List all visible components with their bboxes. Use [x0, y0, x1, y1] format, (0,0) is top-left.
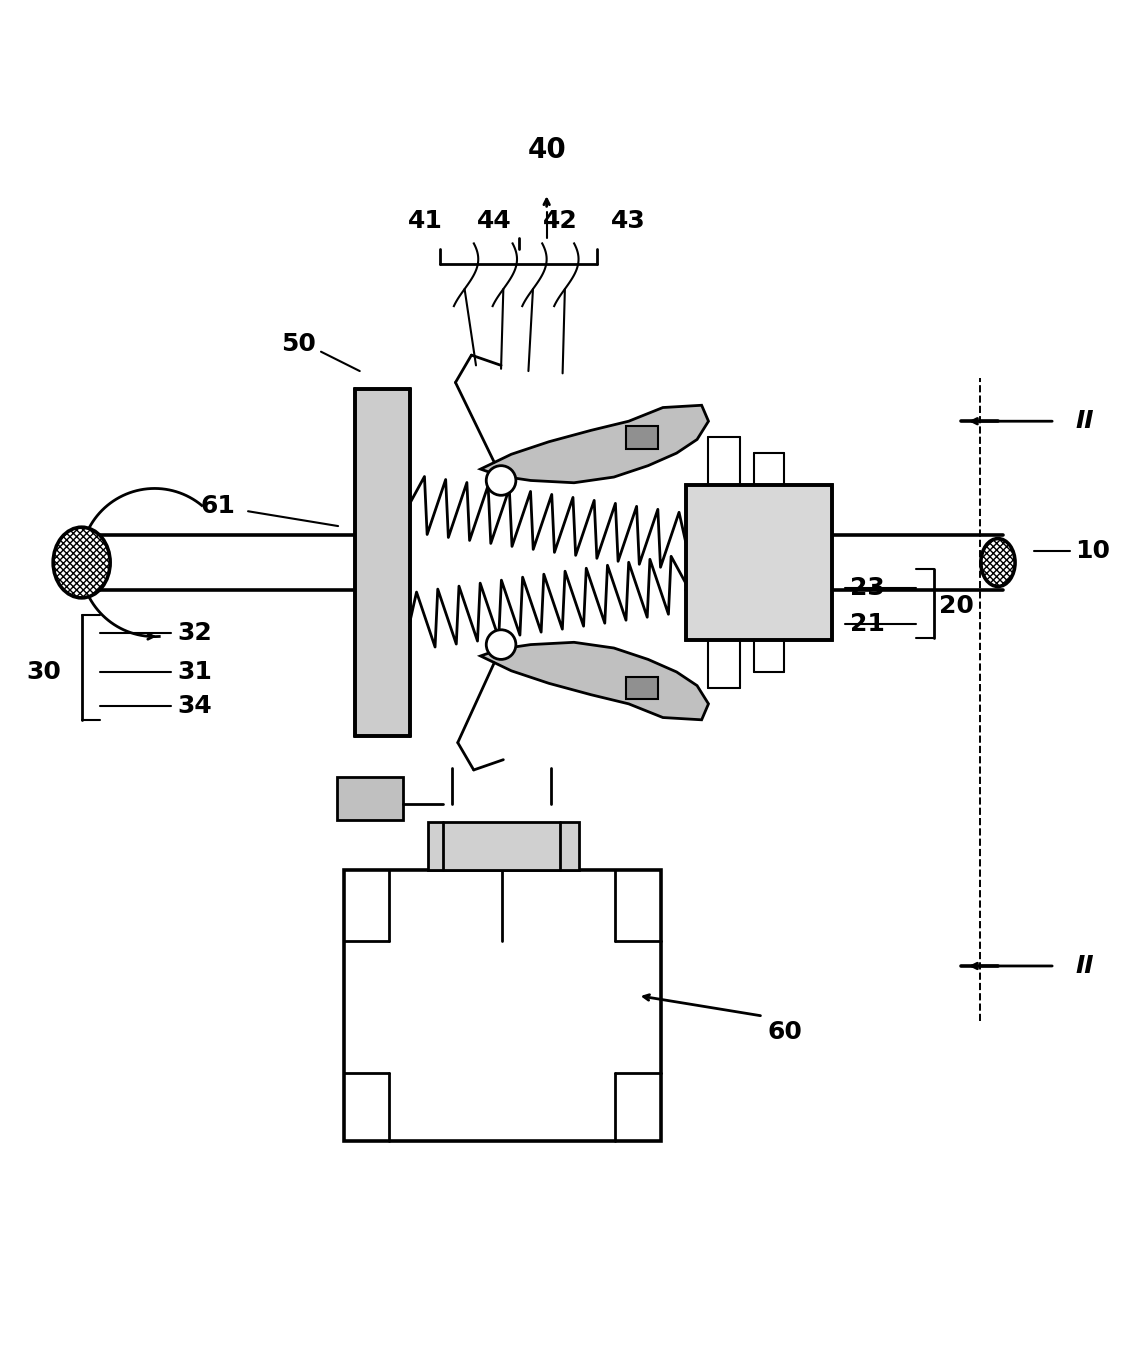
- Text: 41: 41: [409, 208, 443, 233]
- Bar: [627, 676, 658, 700]
- Text: 40: 40: [527, 135, 566, 164]
- Text: 32: 32: [178, 621, 212, 645]
- Text: 20: 20: [939, 594, 974, 618]
- Bar: [428, 823, 579, 870]
- Text: 43: 43: [612, 208, 646, 233]
- Ellipse shape: [53, 528, 110, 598]
- Circle shape: [487, 629, 515, 659]
- Text: 50: 50: [281, 331, 316, 356]
- Bar: [355, 390, 410, 736]
- Text: II: II: [1076, 954, 1094, 978]
- Text: 23: 23: [850, 575, 885, 599]
- Text: II: II: [1076, 409, 1094, 433]
- Polygon shape: [481, 406, 708, 483]
- Circle shape: [487, 465, 515, 495]
- Polygon shape: [481, 643, 708, 720]
- Text: 60: 60: [768, 1020, 802, 1045]
- Text: 44: 44: [476, 208, 512, 233]
- Text: 10: 10: [1076, 538, 1110, 563]
- Bar: [338, 777, 403, 820]
- Bar: [627, 426, 658, 449]
- Text: 21: 21: [850, 612, 885, 636]
- Ellipse shape: [980, 538, 1015, 586]
- Text: 61: 61: [201, 494, 235, 518]
- Text: 31: 31: [178, 660, 212, 683]
- Bar: [685, 484, 831, 640]
- Bar: [343, 870, 660, 1142]
- Text: 42: 42: [543, 208, 577, 233]
- Text: 34: 34: [178, 694, 212, 718]
- Text: 30: 30: [26, 660, 61, 683]
- Bar: [685, 484, 831, 640]
